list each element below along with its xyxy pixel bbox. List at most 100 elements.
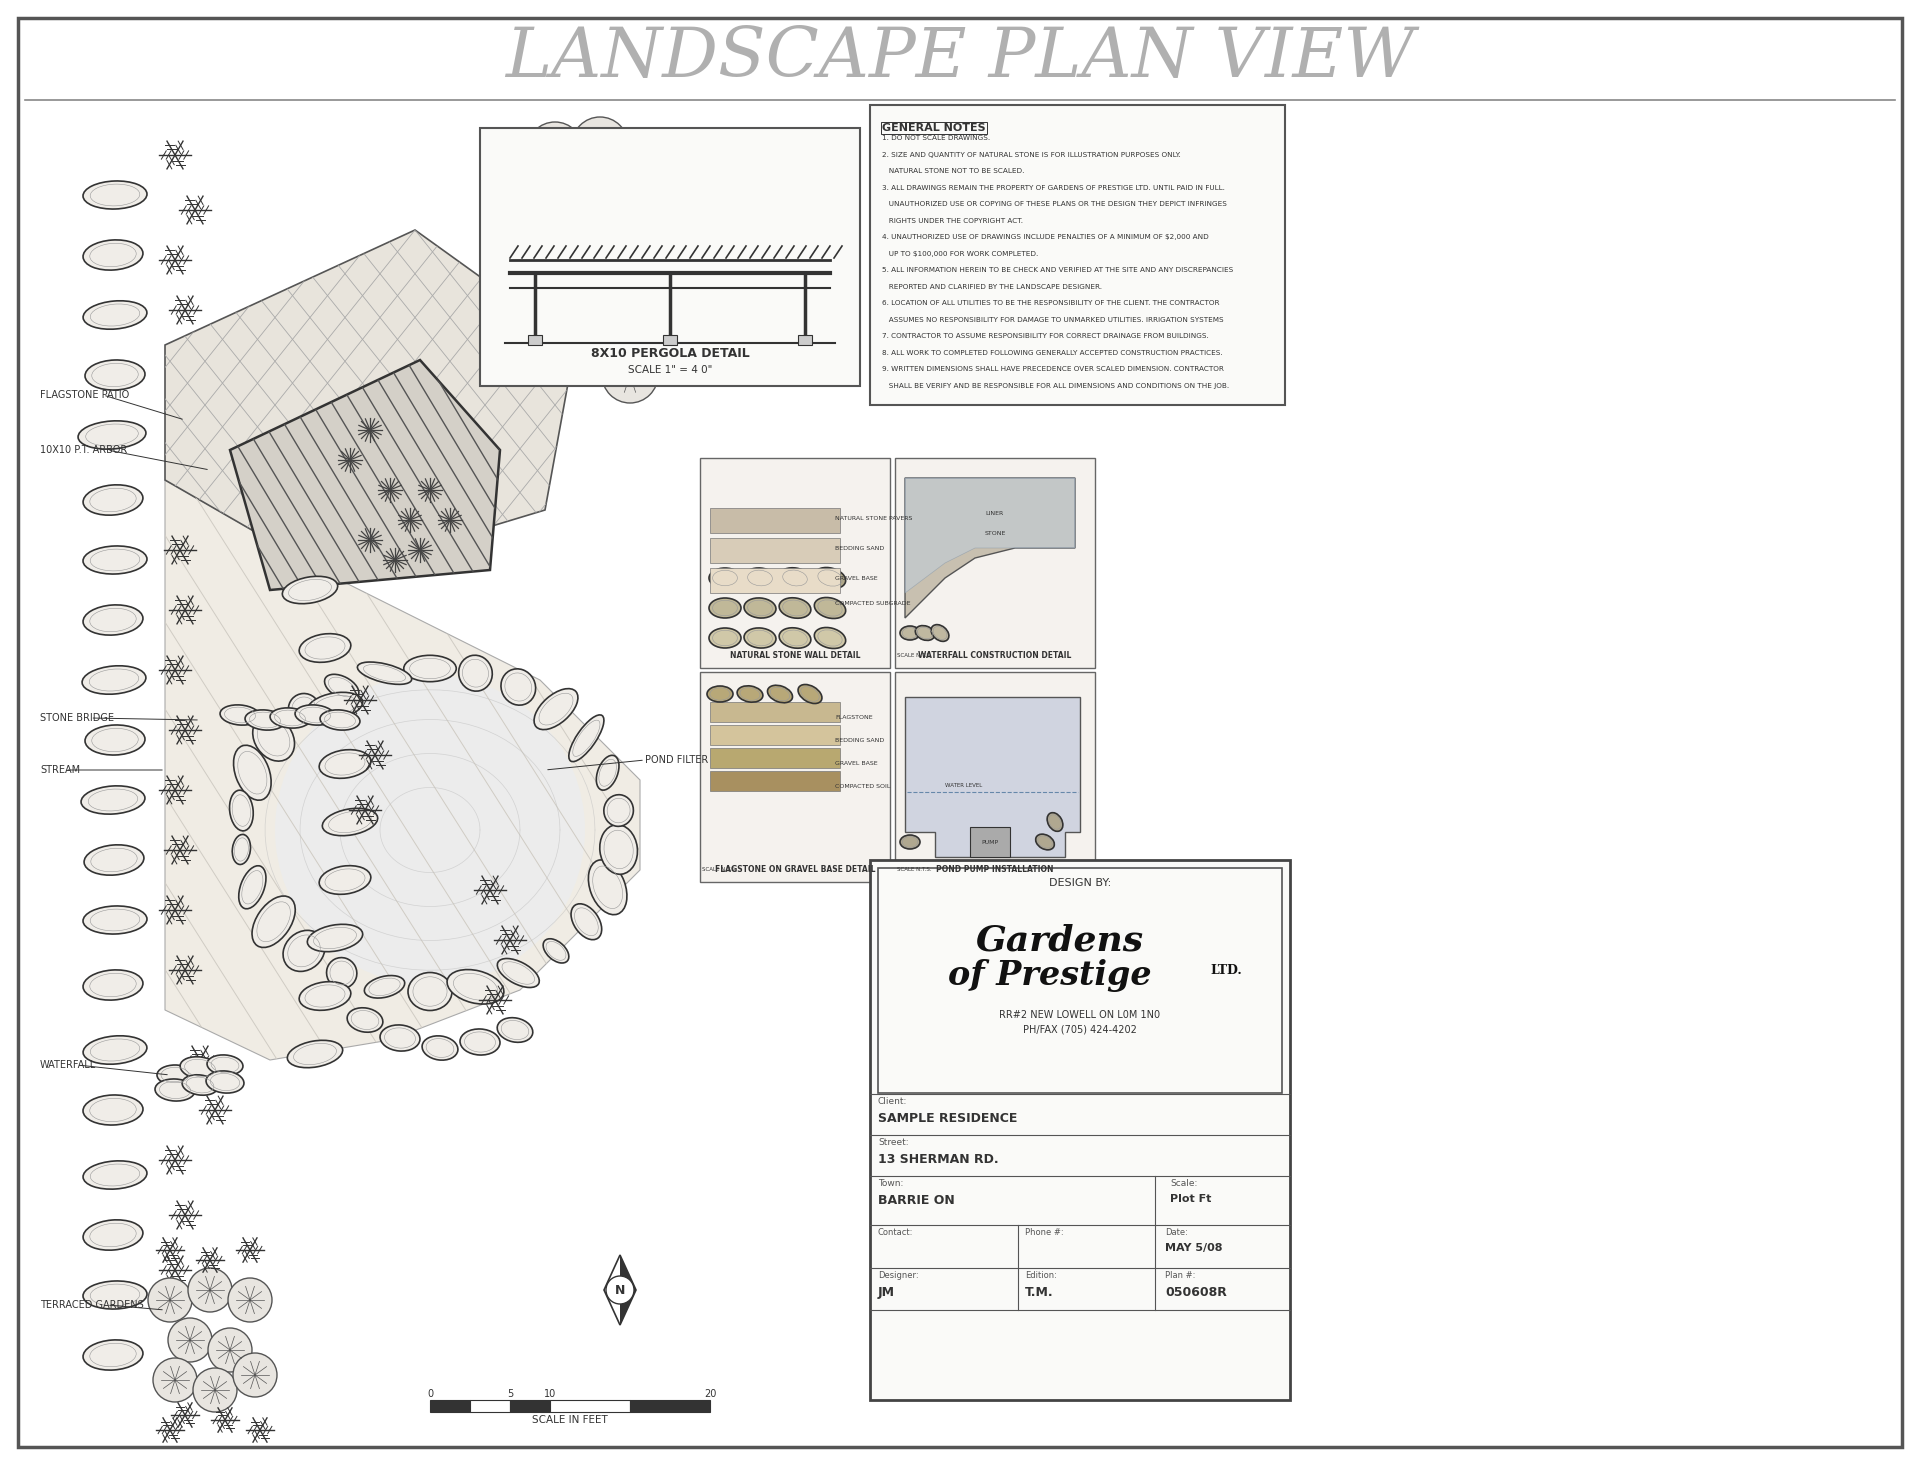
- Ellipse shape: [501, 670, 536, 705]
- Ellipse shape: [326, 958, 357, 989]
- Bar: [549, 1401, 630, 1412]
- Ellipse shape: [900, 626, 920, 640]
- Text: Designer:: Designer:: [877, 1272, 918, 1280]
- Text: LINER: LINER: [985, 510, 1004, 516]
- Text: NATURAL STONE WALL DETAIL: NATURAL STONE WALL DETAIL: [730, 650, 860, 661]
- Circle shape: [612, 287, 668, 343]
- Ellipse shape: [288, 1040, 342, 1068]
- Ellipse shape: [252, 897, 296, 948]
- Ellipse shape: [182, 1075, 217, 1096]
- Ellipse shape: [84, 845, 144, 875]
- Text: WATER LEVEL: WATER LEVEL: [945, 782, 983, 788]
- Text: UP TO $100,000 FOR WORK COMPLETED.: UP TO $100,000 FOR WORK COMPLETED.: [881, 251, 1039, 256]
- Ellipse shape: [157, 1065, 194, 1086]
- Ellipse shape: [780, 628, 810, 648]
- Bar: [662, 335, 678, 344]
- Text: N: N: [614, 1283, 626, 1297]
- Ellipse shape: [83, 1340, 142, 1370]
- Ellipse shape: [234, 746, 271, 800]
- Bar: [799, 335, 812, 344]
- Circle shape: [228, 1277, 273, 1321]
- Ellipse shape: [282, 930, 324, 971]
- Ellipse shape: [83, 605, 142, 636]
- Ellipse shape: [282, 576, 338, 604]
- Ellipse shape: [230, 790, 253, 831]
- Ellipse shape: [409, 973, 451, 1011]
- Ellipse shape: [931, 624, 948, 642]
- Ellipse shape: [348, 1008, 382, 1033]
- Ellipse shape: [708, 598, 741, 618]
- Text: LTD.: LTD.: [1210, 964, 1242, 977]
- Text: 20: 20: [705, 1389, 716, 1399]
- Bar: [630, 1401, 710, 1412]
- Ellipse shape: [238, 866, 267, 908]
- Ellipse shape: [246, 711, 284, 730]
- Circle shape: [607, 231, 662, 289]
- Text: Date:: Date:: [1165, 1228, 1188, 1236]
- Ellipse shape: [83, 1094, 142, 1125]
- Text: 3. ALL DRAWINGS REMAIN THE PROPERTY OF GARDENS OF PRESTIGE LTD. UNTIL PAID IN FU: 3. ALL DRAWINGS REMAIN THE PROPERTY OF G…: [881, 185, 1225, 190]
- Text: GRAVEL BASE: GRAVEL BASE: [835, 760, 877, 766]
- Ellipse shape: [232, 835, 250, 864]
- Ellipse shape: [543, 939, 568, 963]
- Ellipse shape: [79, 420, 146, 450]
- Text: LANDSCAPE PLAN VIEW: LANDSCAPE PLAN VIEW: [505, 25, 1415, 91]
- Text: 10: 10: [543, 1389, 557, 1399]
- Ellipse shape: [83, 665, 146, 694]
- Bar: [710, 508, 841, 533]
- Text: BEDDING SAND: BEDDING SAND: [835, 545, 885, 551]
- Bar: [430, 1401, 470, 1412]
- Ellipse shape: [84, 725, 146, 754]
- Text: 5. ALL INFORMATION HEREIN TO BE CHECK AND VERIFIED AT THE SITE AND ANY DISCREPAN: 5. ALL INFORMATION HEREIN TO BE CHECK AN…: [881, 267, 1233, 272]
- Text: 2. SIZE AND QUANTITY OF NATURAL STONE IS FOR ILLUSTRATION PURPOSES ONLY.: 2. SIZE AND QUANTITY OF NATURAL STONE IS…: [881, 151, 1181, 158]
- Text: T.M.: T.M.: [1025, 1286, 1054, 1299]
- Text: of Prestige: of Prestige: [948, 958, 1152, 992]
- Ellipse shape: [288, 693, 319, 725]
- Ellipse shape: [745, 598, 776, 618]
- Text: 8. ALL WORK TO COMPLETED FOLLOWING GENERALLY ACCEPTED CONSTRUCTION PRACTICES.: 8. ALL WORK TO COMPLETED FOLLOWING GENER…: [881, 350, 1223, 356]
- Ellipse shape: [205, 1071, 244, 1093]
- Bar: [870, 105, 1284, 404]
- Ellipse shape: [83, 1220, 142, 1250]
- Text: STONE BRIDGE: STONE BRIDGE: [40, 713, 113, 724]
- Ellipse shape: [745, 568, 776, 587]
- Ellipse shape: [83, 240, 142, 270]
- Ellipse shape: [319, 750, 371, 778]
- Ellipse shape: [180, 1056, 221, 1080]
- Text: GENERAL NOTES: GENERAL NOTES: [881, 123, 985, 133]
- Ellipse shape: [221, 705, 259, 725]
- Circle shape: [526, 122, 584, 179]
- Text: Edition:: Edition:: [1025, 1272, 1056, 1280]
- Text: Plot Ft: Plot Ft: [1169, 1194, 1212, 1204]
- Text: NATURAL STONE NOT TO BE SCALED.: NATURAL STONE NOT TO BE SCALED.: [881, 168, 1025, 174]
- Ellipse shape: [83, 1160, 148, 1190]
- Ellipse shape: [84, 360, 146, 390]
- Ellipse shape: [1035, 834, 1054, 850]
- Ellipse shape: [814, 598, 845, 618]
- Text: WATERFALL: WATERFALL: [40, 1061, 96, 1069]
- Text: Scale:: Scale:: [1169, 1179, 1198, 1188]
- Ellipse shape: [707, 686, 733, 702]
- Text: SCALE N.T.S.: SCALE N.T.S.: [703, 867, 737, 872]
- Text: 13 SHERMAN RD.: 13 SHERMAN RD.: [877, 1153, 998, 1166]
- Ellipse shape: [324, 674, 359, 700]
- Ellipse shape: [83, 546, 148, 574]
- Text: PH/FAX (705) 424-4202: PH/FAX (705) 424-4202: [1023, 1026, 1137, 1034]
- Text: Contact:: Contact:: [877, 1228, 914, 1236]
- Circle shape: [275, 675, 586, 984]
- Ellipse shape: [271, 708, 309, 728]
- Text: STONE: STONE: [985, 530, 1006, 536]
- Ellipse shape: [83, 905, 148, 935]
- Ellipse shape: [799, 684, 822, 703]
- Circle shape: [607, 1276, 634, 1304]
- Ellipse shape: [321, 711, 359, 730]
- Text: WATERFALL CONSTRUCTION DETAIL: WATERFALL CONSTRUCTION DETAIL: [918, 650, 1071, 661]
- Circle shape: [207, 1327, 252, 1373]
- Text: Street:: Street:: [877, 1138, 908, 1147]
- Text: DESIGN BY:: DESIGN BY:: [1048, 878, 1112, 888]
- Polygon shape: [230, 360, 499, 590]
- Bar: [710, 725, 841, 746]
- Text: 0: 0: [426, 1389, 434, 1399]
- Circle shape: [513, 163, 568, 218]
- Text: POND PUMP INSTALLATION: POND PUMP INSTALLATION: [937, 864, 1054, 875]
